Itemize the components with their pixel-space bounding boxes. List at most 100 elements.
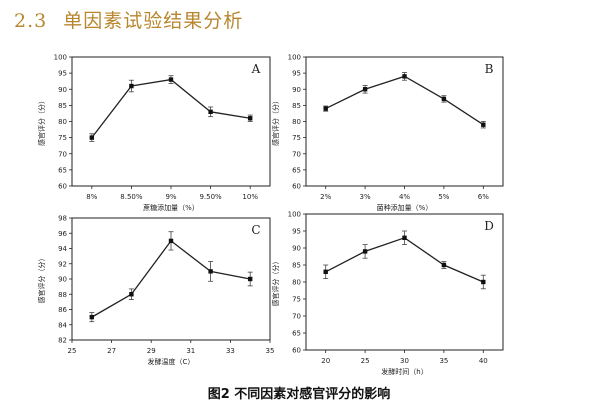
y-tick-label: 60 [292,183,301,191]
section-title: 单因素试验结果分析 [63,10,244,32]
figure-caption: 图2 不同因素对感官评分的影响 [207,387,391,402]
data-point [362,249,368,254]
y-tick-label: 95 [292,228,301,236]
data-point [168,238,174,244]
x-tick-label: 25 [361,357,370,365]
y-tick-label: 60 [292,347,301,355]
x-tick-label: 27 [107,347,116,355]
x-tick-label: 25 [68,347,77,355]
y-tick-label: 90 [58,86,67,94]
y-tick-label: 65 [292,330,301,338]
series-line [91,239,251,318]
y-tick-label: 95 [292,70,301,78]
y-axis-label: 感官评分（分） [271,258,280,307]
y-tick-label: 80 [292,279,301,287]
x-axis-label: 菌种添加量（%） [377,203,433,212]
y-tick-label: 86 [58,306,67,314]
data-point [402,235,407,240]
y-tick-label: 95 [58,70,67,78]
data-point [129,83,134,89]
y-tick-label: 80 [58,118,67,126]
x-axis-label: 蔗糖添加量（%） [143,203,199,212]
y-tick-label: 65 [58,166,67,174]
y-tick-label: 94 [58,245,67,253]
x-tick-label: 35 [439,357,448,365]
y-tick-label: 80 [292,118,301,126]
y-tick-label: 84 [58,321,67,329]
x-axis-label: 发酵温度（C） [148,357,195,366]
panel-letter: B [485,62,494,76]
data-point [168,77,174,82]
y-tick-label: 70 [292,150,301,158]
y-tick-label: 100 [288,54,301,62]
x-tick-label: 9% [165,193,176,201]
y-tick-label: 85 [292,102,301,110]
y-axis-label: 感官评分（分） [271,97,280,146]
section-heading: 2.3 单因素试验结果分析 [14,6,243,33]
y-tick-label: 60 [58,183,67,191]
y-tick-label: 100 [54,54,67,62]
data-point [208,269,213,274]
y-tick-label: 70 [58,150,67,158]
y-tick-label: 100 [288,211,301,219]
y-tick-label: 85 [292,262,301,270]
y-tick-label: 88 [58,291,67,299]
y-tick-label: 96 [58,230,67,238]
x-tick-label: 33 [226,347,235,355]
x-tick-label: 3% [360,193,371,201]
data-point [248,116,253,121]
x-tick-label: 2% [320,193,331,201]
y-tick-label: 75 [58,134,67,142]
data-point [481,122,486,127]
x-tick-label: 20 [321,357,330,365]
data-point [208,109,213,115]
section-number: 2.3 [14,10,48,32]
x-tick-label: 31 [186,347,195,355]
series-line [325,75,484,126]
y-axis-label: 感官评分（分） [37,97,46,146]
y-tick-label: 82 [58,337,67,345]
x-tick-label: 35 [266,347,275,355]
data-point [481,279,486,285]
data-point [441,262,447,268]
data-point [362,87,368,92]
panel-letter: A [251,62,261,76]
y-tick-label: 90 [292,86,301,94]
chart-panel-b: 2% 3% 4% 5% 6% 60 65 70 75 80 85 90 95 100 菌种添加量（%） 感官评… [271,54,504,212]
data-point [248,276,253,282]
y-tick-label: 90 [292,245,301,253]
series-line [91,78,251,139]
data-point [323,269,328,274]
y-tick-label: 90 [58,276,67,284]
y-tick-label: 98 [58,215,67,223]
data-point [441,96,447,102]
chart-panel-d: 20 25 30 35 40 60 65 70 75 80 85 90 95 100 发酵时间（h） 感官评分… [271,211,504,376]
x-tick-label: 30 [400,357,409,365]
chart-panel-c: 25 27 29 31 33 35 82 84 86 88 90 92 94 96 98 发酵温度（C） 感官评… [37,215,274,367]
panel-letter: C [251,223,260,237]
x-axis-label: 发酵时间（h） [381,367,427,376]
panel-letter: D [484,219,494,233]
x-tick-label: 10% [242,193,258,201]
x-tick-label: 5% [438,193,449,201]
x-tick-label: 8.50% [120,193,143,201]
y-tick-label: 75 [292,296,301,304]
y-tick-label: 75 [292,134,301,142]
x-tick-label: 8% [86,193,97,201]
y-tick-label: 70 [292,313,301,321]
y-axis-label: 感官评分（分） [37,255,46,304]
data-point [323,106,328,111]
x-tick-label: 40 [479,357,488,365]
x-tick-label: 9.50% [199,193,222,201]
data-point [89,135,94,140]
x-tick-label: 6% [478,193,489,201]
chart-panel-a: 8% 8.50% 9% 9.50% 10% 60 65 70 75 80 85 90 95 100 蔗糖添加… [37,54,271,212]
data-point [129,292,134,297]
x-tick-label: 29 [147,347,156,355]
data-point [402,74,407,79]
data-point [89,314,94,320]
y-tick-label: 65 [292,166,301,174]
y-tick-label: 92 [58,260,67,268]
y-tick-label: 85 [58,102,67,110]
